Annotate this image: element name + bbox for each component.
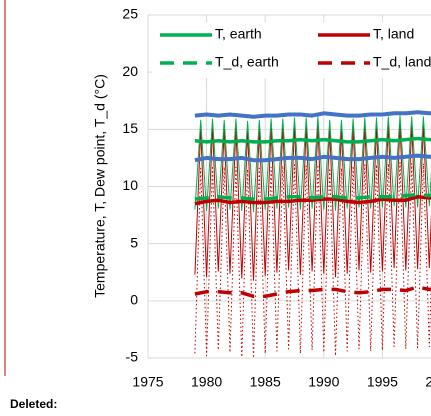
series-line xyxy=(194,123,431,281)
series-line xyxy=(194,285,431,299)
x-tick-label: 1995 xyxy=(367,374,398,390)
y-tick-label: 15 xyxy=(122,120,138,136)
x-tick-label: 2000 xyxy=(425,374,431,390)
x-tick-label: 1980 xyxy=(191,374,222,390)
y-tick-label: 5 xyxy=(130,234,138,250)
y-tick-label: 20 xyxy=(122,63,138,79)
legend-box xyxy=(152,22,431,78)
y-tick-label: 10 xyxy=(122,177,138,193)
x-tick-label: 1990 xyxy=(308,374,339,390)
series-line xyxy=(194,136,431,144)
x-tick-label: 1975 xyxy=(132,374,163,390)
legend-label: T_d, earth xyxy=(215,54,279,70)
y-tick-label: -5 xyxy=(126,349,139,365)
series-line xyxy=(194,192,431,201)
series-line xyxy=(194,115,431,213)
legend-label: T_d, land xyxy=(373,54,431,70)
y-tick-label: 25 xyxy=(122,6,138,22)
series-line xyxy=(194,153,431,163)
y-axis-label: Temperature, T, Dew point, T_d (°C) xyxy=(92,74,108,298)
x-tick-label: 1985 xyxy=(250,374,281,390)
margin-note: Deleted: xyxy=(10,397,57,411)
legend-label: T, earth xyxy=(215,26,262,42)
series-line xyxy=(194,110,431,119)
legend-label: T, land xyxy=(373,26,414,42)
series-line xyxy=(194,195,431,206)
y-tick-label: 0 xyxy=(130,292,138,308)
